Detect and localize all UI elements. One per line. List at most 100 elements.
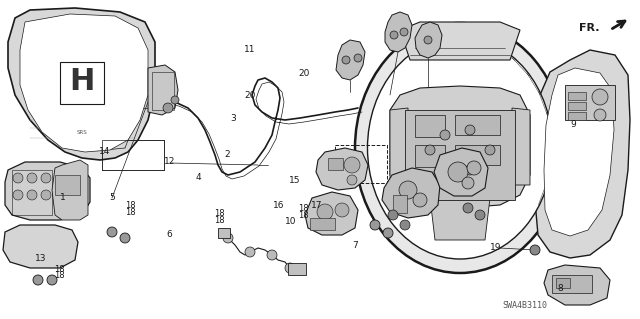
Circle shape	[425, 145, 435, 155]
Polygon shape	[390, 86, 530, 208]
Circle shape	[413, 193, 427, 207]
Polygon shape	[5, 162, 90, 220]
Circle shape	[440, 130, 450, 140]
Text: 20: 20	[244, 91, 255, 100]
Bar	[568, 102, 586, 110]
Text: 10: 10	[285, 217, 297, 226]
Circle shape	[383, 228, 393, 238]
Polygon shape	[385, 12, 412, 52]
Circle shape	[267, 250, 277, 260]
Circle shape	[27, 173, 37, 183]
Text: SWA4B3110: SWA4B3110	[502, 300, 547, 309]
Circle shape	[342, 56, 350, 64]
Circle shape	[335, 203, 349, 217]
Circle shape	[530, 245, 540, 255]
Polygon shape	[434, 148, 488, 196]
Polygon shape	[20, 14, 148, 152]
Text: 19: 19	[490, 243, 502, 252]
Text: SRS: SRS	[77, 130, 88, 135]
Circle shape	[390, 31, 398, 39]
Polygon shape	[544, 68, 614, 236]
Bar	[565, 85, 615, 120]
Circle shape	[594, 109, 606, 121]
Bar	[415, 145, 445, 167]
Text: 17: 17	[311, 201, 323, 210]
Ellipse shape	[367, 37, 552, 259]
Circle shape	[13, 190, 23, 200]
Text: 18: 18	[125, 201, 136, 210]
Circle shape	[107, 227, 117, 237]
Text: 12: 12	[164, 157, 175, 166]
Text: 18: 18	[298, 204, 308, 213]
Circle shape	[400, 220, 410, 230]
Circle shape	[399, 181, 417, 199]
Text: 6: 6	[167, 230, 172, 239]
Bar	[415, 115, 445, 137]
Text: 13: 13	[35, 254, 46, 263]
Bar	[12, 170, 52, 215]
Text: 18: 18	[54, 271, 65, 280]
Polygon shape	[534, 50, 630, 258]
Circle shape	[448, 162, 468, 182]
Text: 5: 5	[109, 193, 115, 202]
Circle shape	[388, 210, 398, 220]
Text: 4: 4	[196, 173, 201, 182]
Bar	[218, 228, 230, 238]
Text: 18: 18	[214, 216, 225, 225]
Circle shape	[344, 157, 360, 173]
Circle shape	[347, 175, 357, 185]
Circle shape	[120, 233, 130, 243]
Text: 18: 18	[214, 209, 225, 218]
Bar	[310, 218, 335, 230]
Polygon shape	[148, 65, 178, 115]
Polygon shape	[544, 265, 610, 305]
Ellipse shape	[355, 23, 565, 273]
Circle shape	[485, 145, 495, 155]
Polygon shape	[52, 160, 88, 220]
Polygon shape	[336, 40, 365, 80]
Circle shape	[33, 275, 43, 285]
Bar	[102, 140, 164, 170]
Polygon shape	[316, 148, 368, 190]
Polygon shape	[512, 108, 530, 185]
Polygon shape	[3, 225, 78, 268]
Circle shape	[41, 173, 51, 183]
Circle shape	[354, 54, 362, 62]
Text: 3: 3	[231, 114, 236, 122]
Bar	[556, 278, 570, 288]
Text: 20: 20	[298, 69, 310, 78]
Circle shape	[41, 190, 51, 200]
Bar	[568, 112, 586, 120]
Bar	[405, 110, 515, 200]
Text: 18: 18	[125, 208, 136, 217]
Circle shape	[13, 173, 23, 183]
Text: 15: 15	[289, 176, 300, 185]
Text: H: H	[69, 68, 95, 97]
Circle shape	[592, 89, 608, 105]
Text: 14: 14	[99, 147, 110, 156]
Circle shape	[285, 263, 295, 273]
Circle shape	[317, 204, 333, 220]
Circle shape	[467, 161, 481, 175]
Circle shape	[400, 28, 408, 36]
Bar	[152, 72, 174, 110]
Circle shape	[465, 165, 475, 175]
Circle shape	[223, 233, 233, 243]
Text: 8: 8	[557, 284, 563, 293]
Polygon shape	[430, 198, 490, 240]
Bar	[328, 158, 343, 170]
Text: 1: 1	[60, 193, 65, 202]
Bar	[455, 145, 500, 165]
Circle shape	[462, 177, 474, 189]
Circle shape	[475, 210, 485, 220]
Bar	[335, 145, 387, 183]
Text: 11: 11	[244, 45, 255, 54]
Text: 18: 18	[298, 211, 308, 220]
Bar	[455, 115, 500, 135]
Circle shape	[27, 190, 37, 200]
Bar	[288, 263, 306, 275]
Bar	[55, 175, 80, 195]
Text: 18: 18	[54, 265, 65, 274]
Text: FR.: FR.	[579, 23, 600, 33]
Bar	[60, 62, 104, 104]
